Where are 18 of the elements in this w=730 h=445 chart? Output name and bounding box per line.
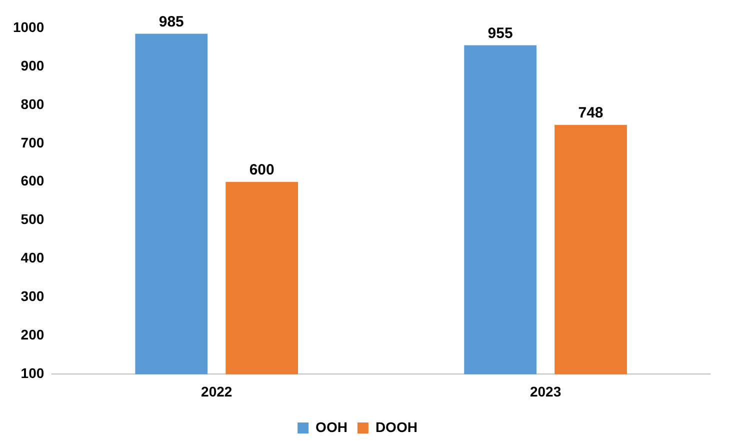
- y-tick-label: 1000: [12, 18, 44, 35]
- y-tick-label: 500: [20, 211, 44, 228]
- x-tick-label: 2022: [201, 383, 232, 400]
- x-tick-label: 2023: [530, 383, 562, 400]
- y-tick-label: 600: [20, 172, 44, 189]
- y-tick-label: 300: [20, 288, 44, 304]
- y-tick-label: 200: [20, 326, 44, 343]
- y-tick-label: 100: [20, 365, 44, 382]
- y-tick-label: 800: [20, 96, 44, 112]
- data-label: 955: [488, 24, 513, 42]
- y-tick-label: 400: [20, 250, 44, 266]
- data-label: 748: [578, 104, 604, 122]
- data-label: 985: [158, 13, 184, 30]
- legend-label: OOH: [316, 418, 348, 435]
- y-tick-label: 700: [20, 134, 44, 150]
- y-tick-label: 900: [20, 57, 44, 74]
- data-label: 600: [249, 162, 274, 179]
- legend-label: DOOH: [375, 418, 418, 435]
